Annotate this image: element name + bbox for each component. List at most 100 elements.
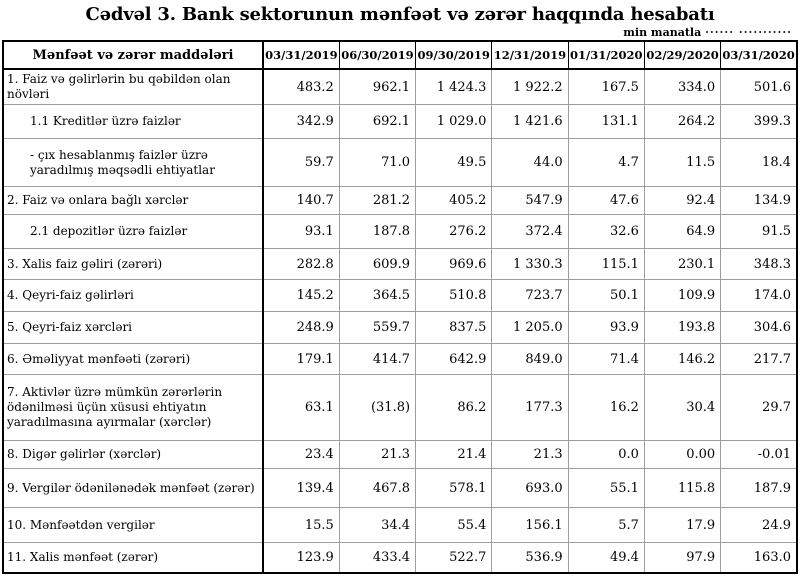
cell-value: 723.7: [491, 279, 569, 312]
cell-value: 55.1: [567, 468, 645, 508]
cell-value: 1 330.3: [491, 248, 569, 280]
cell-value: 29.7: [720, 374, 798, 441]
cell-value: 21.4: [415, 440, 493, 469]
cell-value: 467.8: [338, 468, 417, 508]
header-row: Mənfəət və zərər maddələri 03/31/2019 06/…: [2, 40, 798, 70]
table-row: 9. Vergilər ödənilənədək mənfəət (zərər)…: [2, 468, 798, 508]
table-row: 6. Əməliyyat mənfəəti (zərəri) 179.1 414.7…: [2, 343, 798, 375]
cell-value: 21.3: [491, 440, 569, 469]
cell-value: 547.9: [491, 186, 569, 215]
row-label: 1.1 Kreditlər üzrə faizlər: [2, 104, 264, 139]
cell-value: 405.2: [415, 186, 493, 215]
cell-value: 693.0: [491, 468, 569, 508]
cell-value: 522.7: [415, 542, 493, 573]
cell-value: 304.6: [720, 311, 798, 344]
cell-value: 849.0: [491, 343, 569, 375]
cell-value: 115.1: [567, 248, 645, 280]
cell-value: 559.7: [338, 311, 417, 344]
cell-value: 92.4: [643, 186, 722, 215]
cell-value: (31.8): [338, 374, 417, 441]
cell-value: 71.0: [338, 138, 417, 187]
cell-value: 32.6: [567, 214, 645, 249]
cell-value: 115.8: [643, 468, 722, 508]
cell-value: 91.5: [720, 214, 798, 249]
cell-value: 1 424.3: [415, 68, 493, 105]
cell-value: 692.1: [338, 104, 417, 139]
column-header-date: 01/31/2020: [567, 40, 645, 70]
column-header-items: Mənfəət və zərər maddələri: [2, 40, 264, 70]
cell-value: 248.9: [262, 311, 340, 344]
cell-value: 187.8: [338, 214, 417, 249]
cell-value: 1 922.2: [491, 68, 569, 105]
cell-value: 1 421.6: [491, 104, 569, 139]
cell-value: 15.5: [262, 507, 340, 543]
cell-value: 49.5: [415, 138, 493, 187]
cell-value: 55.4: [415, 507, 493, 543]
cell-value: 109.9: [643, 279, 722, 312]
cell-value: 59.7: [262, 138, 340, 187]
cell-value: 97.9: [643, 542, 722, 573]
table-row: 11. Xalis mənfəət (zərər) 123.9 433.4 522.7…: [2, 542, 798, 573]
cell-value: 276.2: [415, 214, 493, 249]
cell-value: 837.5: [415, 311, 493, 344]
table-row: 8. Digər gəlirlər (xərclər) 23.4 21.3 21.4 2…: [2, 440, 798, 469]
cell-value: 167.5: [567, 68, 645, 105]
unit-note-label: min manatla: [623, 26, 702, 39]
row-label: 3. Xalis faiz gəliri (zərəri): [2, 248, 264, 280]
column-header-date: 06/30/2019: [338, 40, 417, 70]
cell-value: 510.8: [415, 279, 493, 312]
row-label: 7. Aktivlər üzrə mümkün zərərlərin ödəni…: [2, 374, 264, 441]
table-row: 1.1 Kreditlər üzrə faizlər 342.9 692.1 1 02…: [2, 104, 798, 139]
cell-value: 163.0: [720, 542, 798, 573]
row-label: 4. Qeyri-faiz gəlirləri: [2, 279, 264, 312]
row-label: 2. Faiz və onlara bağlı xərclər: [2, 186, 264, 215]
column-header-date: 09/30/2019: [415, 40, 493, 70]
cell-value: 342.9: [262, 104, 340, 139]
cell-value: 18.4: [720, 138, 798, 187]
cell-value: 47.6: [567, 186, 645, 215]
cell-value: 334.0: [643, 68, 722, 105]
cell-value: 536.9: [491, 542, 569, 573]
cell-value: 364.5: [338, 279, 417, 312]
column-header-date: 03/31/2019: [262, 40, 340, 70]
cell-value: 399.3: [720, 104, 798, 139]
cell-value: 501.6: [720, 68, 798, 105]
cell-value: 131.1: [567, 104, 645, 139]
row-label: 5. Qeyri-faiz xərcləri: [2, 311, 264, 344]
cell-value: -0.01: [720, 440, 798, 469]
table-row: 3. Xalis faiz gəliri (zərəri) 282.8 609.9 9…: [2, 248, 798, 280]
cell-value: 4.7: [567, 138, 645, 187]
cell-value: 969.6: [415, 248, 493, 280]
cell-value: 187.9: [720, 468, 798, 508]
table-row: - çıx hesablanmış faizlər üzrə yaradılmı…: [2, 138, 798, 187]
cell-value: 24.9: [720, 507, 798, 543]
cell-value: 348.3: [720, 248, 798, 280]
table-row: 10. Mənfəətdən vergilər 15.5 34.4 55.4 156.1…: [2, 507, 798, 543]
cell-value: 1 205.0: [491, 311, 569, 344]
cell-value: 140.7: [262, 186, 340, 215]
cell-value: 11.5: [643, 138, 722, 187]
cell-value: 146.2: [643, 343, 722, 375]
cell-value: 609.9: [338, 248, 417, 280]
cell-value: 34.4: [338, 507, 417, 543]
cell-value: 264.2: [643, 104, 722, 139]
row-label: 1. Faiz və gəlirlərin bu qəbildən olan n…: [2, 68, 264, 105]
cell-value: 414.7: [338, 343, 417, 375]
cell-value: 23.4: [262, 440, 340, 469]
table-row: 5. Qeyri-faiz xərcləri 248.9 559.7 837.5 1 2…: [2, 311, 798, 344]
cell-value: 0.0: [567, 440, 645, 469]
column-header-date: 12/31/2019: [491, 40, 569, 70]
cell-value: 21.3: [338, 440, 417, 469]
dotted-leader: ······ ···········: [705, 26, 792, 39]
cell-value: 193.8: [643, 311, 722, 344]
cell-value: 642.9: [415, 343, 493, 375]
cell-value: 433.4: [338, 542, 417, 573]
table-row: 7. Aktivlər üzrə mümkün zərərlərin ödəni…: [2, 374, 798, 441]
cell-value: 145.2: [262, 279, 340, 312]
table-row: 2. Faiz və onlara bağlı xərclər 140.7 281.…: [2, 186, 798, 215]
cell-value: 483.2: [262, 68, 340, 105]
cell-value: 179.1: [262, 343, 340, 375]
cell-value: 93.1: [262, 214, 340, 249]
cell-value: 30.4: [643, 374, 722, 441]
row-label: 11. Xalis mənfəət (zərər): [2, 542, 264, 573]
